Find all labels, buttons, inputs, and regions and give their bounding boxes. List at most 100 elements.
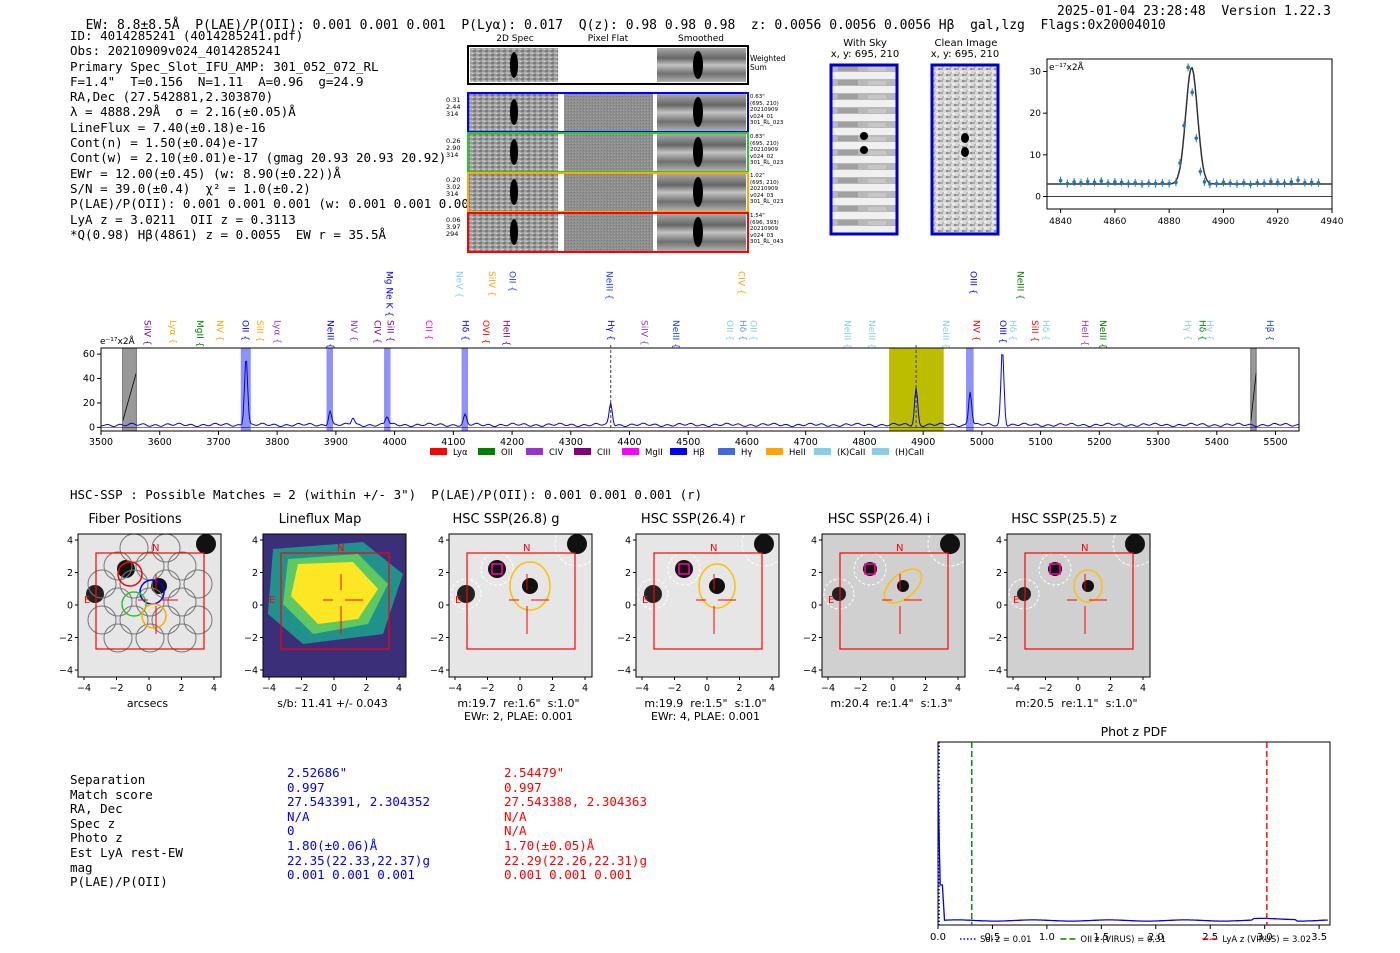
zoom-data-point [1269, 179, 1273, 184]
row-stat: 0.26 [446, 137, 461, 145]
match-label: Spec z [70, 815, 116, 831]
fiber-circle [151, 605, 181, 635]
xtick-label: 0 [704, 683, 710, 694]
info-line: LineFlux = 7.40(±0.18)e-16 [70, 119, 266, 135]
row-meta: 301_RL_043 [750, 239, 784, 245]
info-line: *Q(0.98) Hβ(4861) z = 0.0055 EW r = 35.5… [70, 226, 387, 242]
pdf-legend-label: Sol z = 0.01 [980, 935, 1032, 945]
spectral-line-label: Hδ { [737, 320, 747, 341]
spectral-line-label-top: SiIV { [486, 271, 496, 297]
zoom-data-point [1058, 178, 1063, 183]
line-highlight-band [240, 348, 251, 431]
zoom-xtick-label: 4940 [1321, 217, 1344, 227]
spectral-line-label: Hγ { [1182, 320, 1192, 341]
xtick-label: 4 [955, 683, 961, 694]
row1-left: 0.31 2.44 314 [446, 96, 460, 119]
north-label: N [523, 543, 530, 554]
spectral-line-label: NV { [214, 320, 224, 341]
zoom-data-point [1221, 180, 1226, 185]
east-label: E [84, 595, 90, 606]
catalog-aperture [450, 578, 482, 610]
spectrum-xtick-label: 3900 [324, 437, 348, 448]
spectral-line-label: SiIV { [639, 320, 649, 346]
xtick-label: 4 [769, 683, 775, 694]
zoom-data-point [1126, 181, 1131, 186]
match-value: 27.543388, 2.304363 [504, 794, 647, 810]
zoom-data-point [1248, 182, 1253, 187]
match-value: 0.997 [287, 779, 325, 795]
cutout-pixelflat [564, 94, 653, 131]
xtick-label: −4 [635, 683, 649, 694]
hsc-panel-image: N E 4 2 0 −2 −4 −4 −2 0 2 4 [617, 530, 783, 694]
legend-label: (K)CaII [837, 448, 865, 458]
header-summary: EW: 8.8±8.5Å P(LAE)/P(OII): 0.001 0.001 … [70, 3, 1166, 33]
match-marker [491, 563, 503, 575]
spectrum-xtick-label: 3800 [265, 437, 289, 448]
hsc-panel-caption: s/b: 11.41 +/- 0.043 [277, 697, 388, 710]
row-stat: 314 [446, 151, 459, 160]
galaxy-source [1048, 562, 1062, 576]
row-stat: 314 [446, 110, 459, 119]
north-label: N [710, 543, 717, 554]
hsc-panel-caption: m:19.7 re:1.6" s:1.0" [457, 697, 580, 710]
spectrum-xtick-label: 5400 [1205, 437, 1229, 448]
zoom-data-point [1262, 181, 1266, 185]
hsc-panel: HSC SSP(25.5) z N E 4 2 0 −2 −4 −4 −2 0 2 4 m:20.5 re… [969, 510, 1154, 725]
zoom-xtick-label: 4900 [1212, 217, 1235, 227]
row3-right: 1.02" (695, 210) 20210909 v024_03 301_RL… [750, 173, 783, 206]
spectral-line-label: CII { [423, 320, 433, 340]
info-line: λ = 4888.29Å σ = 2.16(±0.05)Å [70, 104, 296, 120]
xtick-label: −4 [77, 683, 91, 694]
spectral-line-label-top: Mg Ne K { [383, 271, 393, 317]
hsc-header: HSC-SSP : Possible Matches = 2 (within +… [70, 487, 703, 502]
weighted-sum-strip [467, 45, 749, 85]
xtick-label: −4 [448, 683, 462, 694]
match-value: 0 [287, 823, 295, 839]
fiber-circle [119, 605, 149, 635]
match-value: 2.52686" [287, 765, 348, 780]
north-label: N [337, 543, 344, 554]
spectral-line-label: OIII { [997, 320, 1007, 344]
cutout-source-blob [693, 137, 703, 167]
ytick-label: 4 [252, 536, 258, 547]
match-value: 0.001 0.001 0.001 [287, 867, 415, 883]
pdf-xtick-label: 1.5 [1093, 932, 1109, 943]
hsc-panel-image: N E 4 2 0 −2 −4 −4 −2 0 2 4 [59, 533, 222, 694]
bright-source [754, 534, 774, 554]
zoom-ytick-label: 10 [1030, 151, 1041, 161]
full-spectrum-chart: Mg Ne K {NeV {SiIV {OII {NeIII {CIV {OII… [83, 271, 1300, 458]
hsc-panel-caption: arcsecs [126, 697, 169, 710]
xtick-label: 2 [922, 683, 928, 694]
spectral-line-label: SiII { [1029, 320, 1039, 342]
row4-left: 0.06 3.97 294 [446, 216, 460, 239]
spectral-line-label-top: NeV { [454, 271, 464, 298]
bright-source [1125, 534, 1145, 554]
line-zoom-chart: e⁻¹⁷x2Å 4840 4860 4880 4900 4920 4940 0 10 20 30 [1030, 58, 1344, 227]
spectrum-trace [100, 353, 1300, 428]
fiber-circle [151, 569, 181, 599]
match-label: Match score [70, 786, 153, 802]
xtick-label: 0 [890, 683, 896, 694]
hsc-panel-caption: m:19.9 re:1.5" s:1.0" [644, 697, 767, 710]
ytick-label: 4 [67, 536, 73, 547]
row-meta: v024_02 [750, 153, 774, 160]
row-meta: 20210909 [750, 147, 778, 153]
spectrum-xtick-label: 4500 [676, 437, 700, 448]
zoom-data-point [1190, 90, 1195, 95]
hsc-panel-image: N E 4 2 0 −2 −4 −4 −2 0 2 4 [430, 530, 596, 694]
xtick-label: −2 [1038, 683, 1052, 694]
zoom-ytick-label: 20 [1030, 109, 1041, 119]
catalog-aperture [823, 578, 855, 610]
spec-cutouts: 2D Spec Pixel Flat Smoothed [440, 34, 786, 256]
ytick-label: −4 [803, 666, 817, 677]
hsc-panel-title: HSC SSP(26.4) i [827, 512, 931, 527]
sky-images [829, 63, 1000, 236]
star-source [1017, 587, 1031, 601]
star-source [644, 585, 662, 603]
spectral-line-label: NV { [971, 320, 981, 341]
info-line: Cont(n) = 1.50(±0.04)e-17 [70, 135, 259, 151]
row-meta: v024_03 [750, 232, 774, 239]
row-meta: 301_RL_023 [750, 120, 784, 126]
cutout-background [1007, 534, 1150, 677]
legend-swatch [430, 448, 447, 455]
